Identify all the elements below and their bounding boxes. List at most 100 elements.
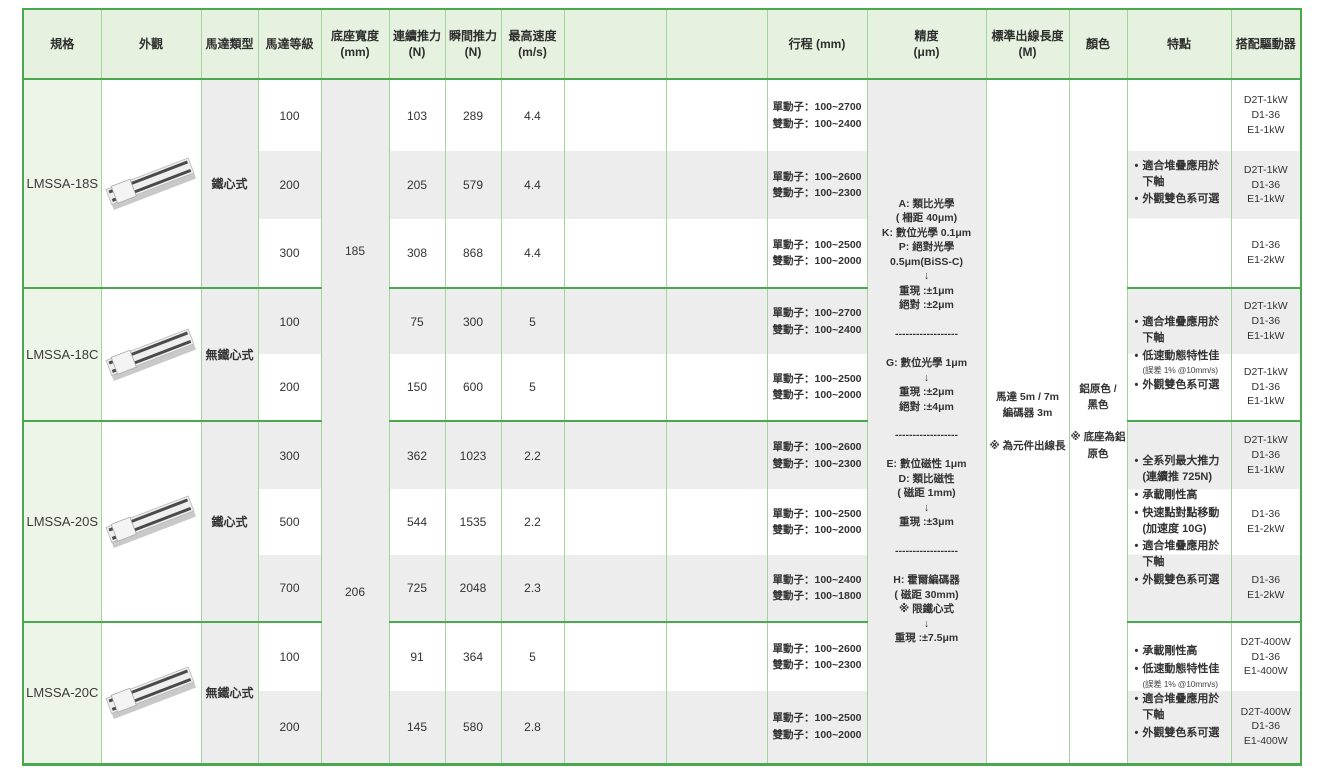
empty-cell [563,621,667,691]
row-20s-700: 700 725 2048 2.3 單動子：100~2400 雙動子：100~18… [23,555,1302,622]
row-20c-200: 200 145 580 2.8 單動子：100~2500 雙動子：100~200… [23,691,1302,764]
feature-text: 適合堆疊應用於 下軸 [1142,315,1220,344]
empty-cell [563,555,667,622]
linear-stage-image [105,156,197,210]
spec-table: 規格 外觀 馬達類型 馬達等級 底座寬度 (mm) 連續推力 (N) 瞬間推力 … [22,8,1302,766]
motor-type-cell: 鐵心式 [200,420,259,622]
feature-item: • 外觀雙色系可選 [1135,726,1228,742]
empty-cell [665,555,768,622]
grade-cell: 200 [257,151,322,219]
col-header-empty-1 [563,9,667,80]
row-18s-200: 200 205 579 4.4 單動子：100~2600 雙動子：100~230… [23,151,1302,219]
bullet-icon: • [1134,193,1139,206]
linear-stage-image [105,666,197,719]
motor-type-cell: 鐵心式 [200,78,259,288]
empty-cell [665,489,768,555]
feature-text: 適合堆疊應用於 下軸 [1142,540,1220,569]
feature-text: 外觀雙色系可選 [1142,574,1220,587]
cont-force-cell: 145 [388,691,446,764]
stroke-cell: 單動子：100~2700 雙動子：100~2400 [766,78,868,151]
feature-text: 外觀雙色系可選 [1142,193,1220,206]
empty-cell [563,151,667,219]
motor-type-cell: 無鐵心式 [200,287,259,421]
stroke-cell: 單動子：100~2500 雙動子：100~2000 [766,219,868,288]
grade-cell: 500 [257,489,322,555]
bullet-icon: • [1134,662,1139,675]
feature-item: • 承載剛性高 [1135,644,1228,660]
bullet-icon: • [1134,379,1139,392]
bullet-icon: • [1134,726,1139,739]
features-cell-20s: • 全系列最大推力 (連續推 725N) • 承載剛性高 • 快速點對點移動 (加速度 1… [1126,420,1232,622]
motor-type-cell: 無鐵心式 [200,621,259,764]
col-header-base-width: 底座寬度 (mm) [320,9,390,80]
empty-cell [665,151,768,219]
row-20c-100: LMSSA-20C 無鐵心式 100 91 364 5 單動子：100~2600… [22,621,1302,764]
col-header-cont-force: 連續推力 (N) [388,9,446,80]
grade-cell: 300 [257,219,322,288]
bullet-icon: • [1134,488,1139,501]
feature-text: 低速動態特性佳 [1142,349,1220,362]
stroke-cell: 單動子：100~2400 雙動子：100~1800 [766,555,868,622]
inst-force-cell: 1535 [444,489,502,555]
bullet-icon: • [1134,454,1139,467]
feature-item: • 全系列最大推力 (連續推 725N) [1135,454,1228,486]
feature-text: 適合堆疊應用於 下軸 [1142,159,1220,188]
empty-cell [665,219,768,288]
cont-force-cell: 75 [388,287,446,354]
stroke-cell: 單動子：100~2600 雙動子：100~2300 [766,621,868,691]
grade-cell: 100 [257,78,322,151]
cont-force-cell: 544 [388,489,446,555]
col-header-cable-length: 標準出線長度 (M) [985,9,1070,80]
row-20s-500: 500 544 1535 2.2 單動子：100~2500 雙動子：100~20… [23,489,1302,555]
header-row: 規格 外觀 馬達類型 馬達等級 底座寬度 (mm) 連續推力 (N) 瞬間推力 … [22,9,1302,80]
feature-item: • 外觀雙色系可選 [1135,192,1228,208]
base-width-cell-18: 185 [320,78,390,421]
linear-stage-image [105,494,197,548]
feature-item: • 低速動態特性佳 (誤差 1% @10mm/s) [1135,349,1228,377]
stroke-cell: 單動子：100~2500 雙動子：100~2000 [766,489,868,555]
max-speed-cell: 2.3 [500,555,565,622]
col-header-inst-force: 瞬間推力 (N) [444,9,502,80]
cont-force-cell: 150 [388,354,446,421]
max-speed-cell: 5 [500,354,565,421]
empty-cell [563,287,667,354]
inst-force-cell: 580 [444,691,502,764]
row-18s-300: 300 308 868 4.4 單動子：100~2500 雙動子：100~200… [23,219,1302,288]
empty-cell [665,354,768,421]
product-photo-lmssa-20s [100,420,202,622]
drivers-cell: D2T-400W D1-36 E1-400W [1230,621,1302,691]
inst-force-cell: 1023 [444,420,502,489]
cont-force-cell: 308 [388,219,446,288]
model-name-lmssa-18s: LMSSA-18S [22,78,102,288]
grade-cell: 700 [257,555,322,622]
feature-text: 低速動態特性佳 [1142,662,1220,675]
cont-force-cell: 205 [388,151,446,219]
feature-text: 適合堆疊應用於 下軸 [1142,692,1220,721]
empty-cell [563,354,667,421]
inst-force-cell: 364 [444,621,502,691]
col-header-max-speed: 最高速度 (m/s) [500,9,565,80]
drivers-cell: D2T-1kW D1-36 E1-1kW [1230,151,1302,219]
features-cell-18c: • 適合堆疊應用於 下軸 • 低速動態特性佳 (誤差 1% @10mm/s) • 外觀雙色系… [1126,287,1232,421]
bullet-icon: • [1134,159,1139,172]
bullet-icon: • [1134,692,1139,705]
bullet-icon: • [1134,349,1139,362]
col-header-color: 顏色 [1068,9,1128,80]
linear-stage-image [105,327,197,381]
col-header-motor-type: 馬達類型 [200,9,259,80]
empty-cell [563,420,667,489]
model-name-lmssa-20c: LMSSA-20C [22,621,102,764]
drivers-cell: D1-36 E1-2kW [1230,555,1302,622]
model-name-lmssa-20s: LMSSA-20S [22,420,102,622]
feature-note: (誤差 1% @10mm/s) [1142,678,1218,689]
grade-cell: 200 [257,354,322,421]
col-header-empty-2 [665,9,768,80]
col-header-drivers: 搭配驅動器 [1230,9,1302,80]
inst-force-cell: 289 [444,78,502,151]
max-speed-cell: 4.4 [500,219,565,288]
row-18c-100: LMSSA-18C 無鐵心式 100 75 300 5 單動子：100~2700… [22,287,1302,421]
bullet-icon: • [1134,506,1139,519]
inst-force-cell: 868 [444,219,502,288]
feature-text: 外觀雙色系可選 [1142,726,1220,739]
